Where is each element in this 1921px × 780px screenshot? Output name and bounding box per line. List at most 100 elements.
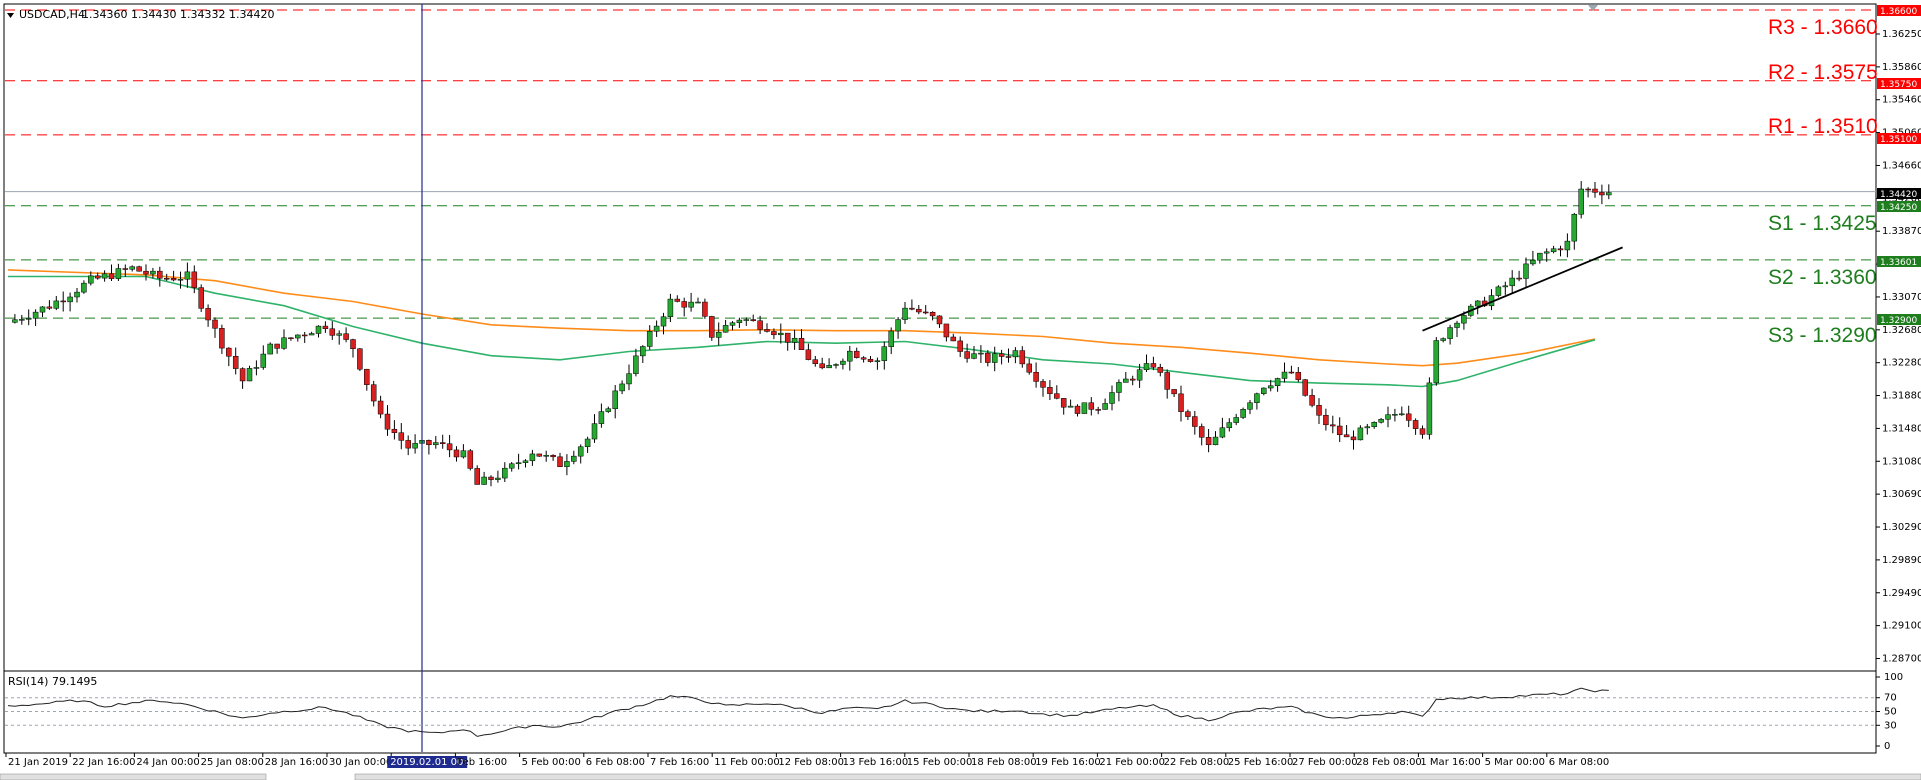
candle-body	[1109, 392, 1115, 404]
candle	[674, 295, 681, 303]
candle-body	[74, 291, 80, 298]
shift-marker-icon[interactable]	[1588, 5, 1598, 11]
candle-body	[39, 306, 46, 313]
candle-body	[1302, 379, 1308, 396]
candle-body	[453, 449, 460, 458]
candle-body	[1392, 413, 1398, 416]
candle	[405, 435, 411, 456]
candle-body	[46, 306, 53, 309]
candle	[764, 323, 770, 333]
candle	[253, 360, 260, 376]
candle-body	[1102, 403, 1108, 410]
rsi-tick-label: 50	[1884, 707, 1897, 718]
candle-body	[1150, 363, 1157, 368]
candle	[1495, 285, 1502, 298]
candle-body	[881, 346, 888, 361]
candle-body	[177, 278, 184, 281]
candle	[895, 317, 901, 339]
candle-body	[964, 351, 970, 359]
candle-body	[1288, 371, 1295, 374]
candle-body	[1364, 426, 1371, 429]
candle	[198, 284, 204, 312]
candle	[1129, 375, 1136, 386]
candle-body	[522, 460, 529, 463]
current-price-tag-bg	[1877, 188, 1921, 199]
candle	[502, 462, 508, 483]
candle-body	[19, 319, 25, 321]
candle	[1060, 398, 1067, 415]
candle-body	[626, 373, 632, 385]
candle-body	[1261, 387, 1267, 394]
ohlc-readout: 1.34360 1.34430 1.34332 1.34420	[82, 8, 274, 21]
highlighted-date-label: 2019.02.01 00:00	[390, 757, 479, 768]
candle	[1357, 425, 1364, 441]
candle-body	[81, 282, 87, 293]
candle-body	[771, 331, 777, 336]
candle	[840, 358, 846, 370]
candle	[702, 298, 708, 319]
r3-tag: 1.36600	[1880, 7, 1917, 17]
candle-body	[1019, 350, 1026, 365]
candle-body	[1267, 385, 1274, 389]
candle-body	[191, 271, 198, 288]
candle	[1426, 377, 1433, 440]
candle	[177, 271, 184, 289]
candle-body	[1123, 378, 1129, 383]
candle-body	[439, 442, 446, 444]
candle	[998, 349, 1005, 365]
candle	[709, 315, 715, 341]
time-tick-label: 7 Feb 16:00	[650, 757, 709, 768]
candle-body	[163, 277, 170, 280]
candle	[1550, 245, 1557, 254]
candle-body	[1343, 434, 1350, 438]
candle	[1564, 233, 1571, 258]
candle-body	[1081, 402, 1088, 414]
candle	[1440, 337, 1446, 343]
candle-body	[764, 329, 770, 332]
candle-body	[1129, 378, 1136, 381]
candle	[964, 343, 970, 363]
candle-body	[460, 450, 467, 458]
candle	[1461, 311, 1467, 330]
candle-body	[1530, 259, 1536, 265]
candle-body	[1454, 322, 1460, 328]
candle-body	[577, 446, 584, 457]
candle-body	[122, 268, 129, 270]
candle	[715, 322, 722, 346]
candle-body	[1060, 398, 1067, 408]
candle	[1606, 184, 1612, 200]
candle	[1074, 404, 1081, 417]
candle-body	[722, 325, 729, 333]
candle-body	[32, 311, 39, 319]
candle-body	[1447, 327, 1453, 339]
candle	[640, 345, 646, 363]
ma-fast-line	[8, 275, 1596, 388]
candle	[239, 367, 246, 389]
candle-body	[150, 270, 156, 275]
candle	[922, 305, 929, 315]
candle-body	[1067, 405, 1074, 408]
candle-body	[943, 323, 950, 338]
candle-body	[702, 301, 708, 317]
header-arrow-icon[interactable]	[7, 13, 14, 18]
bottom-tab-strip[interactable]	[0, 773, 267, 780]
candle-body	[1550, 248, 1557, 253]
candle-body	[936, 315, 943, 325]
rsi-pane-frame	[3, 670, 1877, 754]
candle-body	[1419, 428, 1426, 435]
candle-body	[1033, 371, 1039, 382]
horizontal-scrollbar[interactable]	[354, 773, 1921, 780]
candle	[398, 423, 405, 450]
candle-body	[929, 312, 936, 317]
candle	[957, 336, 963, 358]
candle-body	[25, 317, 32, 320]
time-tick-label: 21 Jan 2019	[8, 757, 68, 768]
candle	[143, 264, 149, 281]
candle-body	[605, 408, 612, 412]
candle	[1592, 181, 1598, 198]
candle	[1309, 388, 1315, 408]
candle	[88, 271, 94, 286]
candle-body	[853, 350, 860, 358]
candle-body	[667, 298, 674, 317]
